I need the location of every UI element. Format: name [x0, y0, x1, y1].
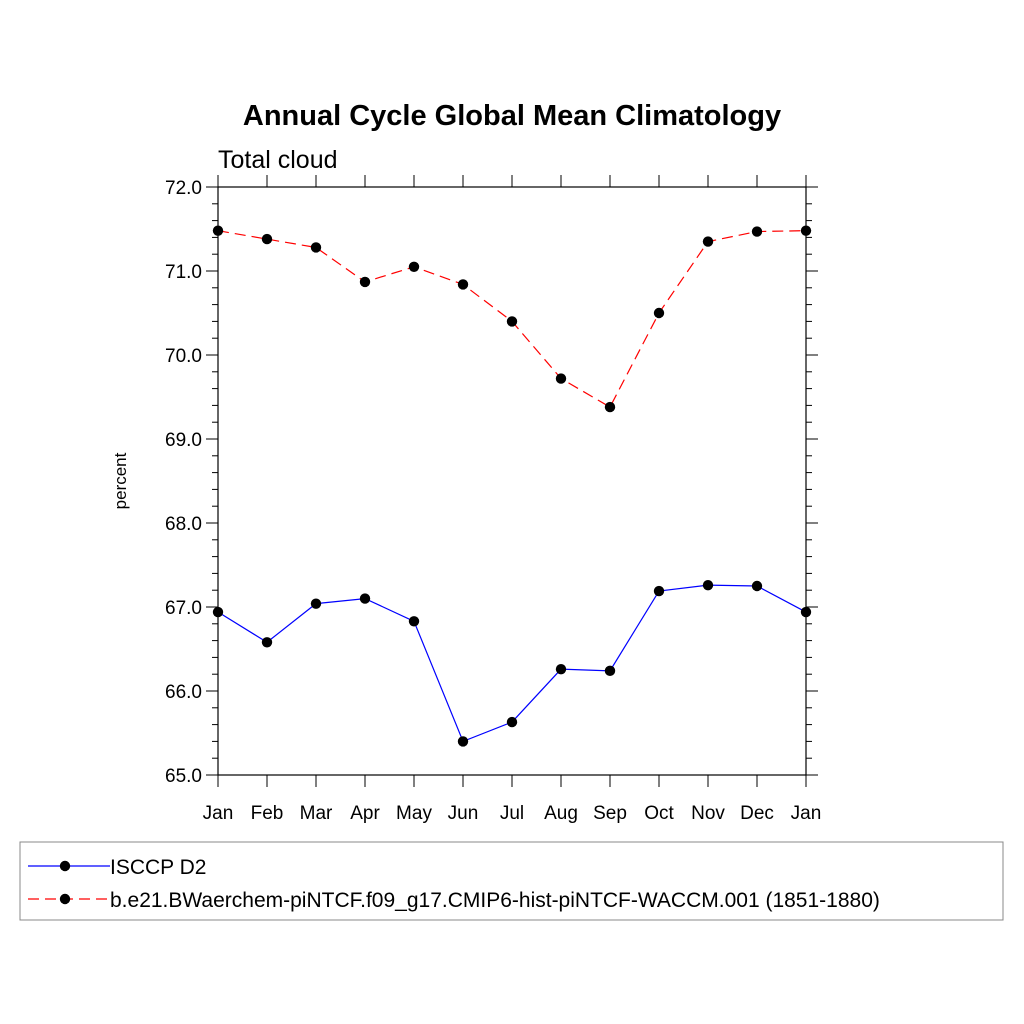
series-1-point — [702, 579, 714, 591]
y-tick-label: 68.0 — [165, 514, 202, 535]
legend-label-2: b.e21.BWaerchem-piNTCF.f09_g17.CMIP6-his… — [110, 889, 880, 912]
plot-frame — [217, 186, 807, 776]
series-1-point — [212, 606, 224, 618]
series-1-point — [604, 665, 616, 677]
series-2-point — [408, 261, 420, 272]
x-tick-label: Jul — [500, 803, 524, 824]
x-tick-label: Dec — [740, 803, 774, 824]
x-tick-label: Jun — [448, 803, 479, 824]
series-2-point — [261, 233, 273, 245]
series-1-point — [310, 598, 322, 609]
x-tick-label: May — [396, 803, 432, 824]
series-1-point — [653, 585, 665, 597]
legend-marker-1 — [59, 860, 71, 872]
series-1-point — [555, 663, 567, 675]
series-2-point — [751, 226, 763, 237]
y-tick-label: 72.0 — [165, 178, 202, 199]
series-1-point — [800, 606, 812, 618]
y-tick-label: 71.0 — [165, 262, 202, 283]
series-1-point — [408, 616, 420, 627]
x-tick-label: Mar — [300, 803, 333, 824]
legend-box — [19, 841, 1004, 921]
x-tick-label: Feb — [251, 803, 284, 824]
x-tick-label: Jan — [203, 803, 234, 824]
series-2-point — [506, 316, 518, 327]
series-1-point — [359, 593, 371, 604]
x-tick-label: Oct — [644, 803, 674, 824]
chart-title: Annual Cycle Global Mean Climatology — [243, 100, 781, 132]
y-axis: 65.0 66.0 67.0 68.0 69.0 70.0 71.0 72.0 — [165, 178, 818, 787]
y-tick-label: 66.0 — [165, 682, 202, 703]
y-tick-label: 67.0 — [165, 598, 202, 619]
x-tick-label: Aug — [544, 803, 578, 824]
y-tick-label: 70.0 — [165, 346, 202, 367]
y-tick-label: 65.0 — [165, 766, 202, 787]
series-2-point — [212, 225, 224, 236]
x-axis: Jan Feb Mar Apr May Jun Jul Aug Sep Oct Nov Dec Jan — [203, 175, 822, 824]
legend-label-1: ISCCP D2 — [110, 856, 206, 879]
legend-marker-2 — [59, 893, 71, 905]
series-2-point — [457, 279, 469, 290]
x-tick-label: Jan — [791, 803, 822, 824]
x-tick-label: Apr — [350, 803, 380, 824]
series-2-point — [310, 242, 322, 253]
x-tick-label: Nov — [691, 803, 725, 824]
series-2-point — [800, 225, 812, 236]
y-tick-label: 69.0 — [165, 430, 202, 451]
series-2-point — [653, 307, 665, 319]
series-2-point — [555, 373, 567, 384]
legend: ISCCP D2 b.e21.BWaerchem-piNTCF.f09_g17.C… — [19, 841, 1004, 921]
y-axis-label: percent — [111, 452, 130, 509]
series-2-point — [359, 276, 371, 288]
series-1-point — [751, 580, 763, 592]
series-layer — [212, 225, 812, 747]
series-1-point — [506, 716, 518, 728]
series-1-point — [261, 637, 273, 648]
series-2-point — [604, 401, 616, 413]
series-2-point — [702, 236, 714, 247]
chart-subtitle: Total cloud — [218, 146, 338, 174]
series-1-point — [457, 736, 469, 747]
x-tick-label: Sep — [593, 803, 627, 824]
